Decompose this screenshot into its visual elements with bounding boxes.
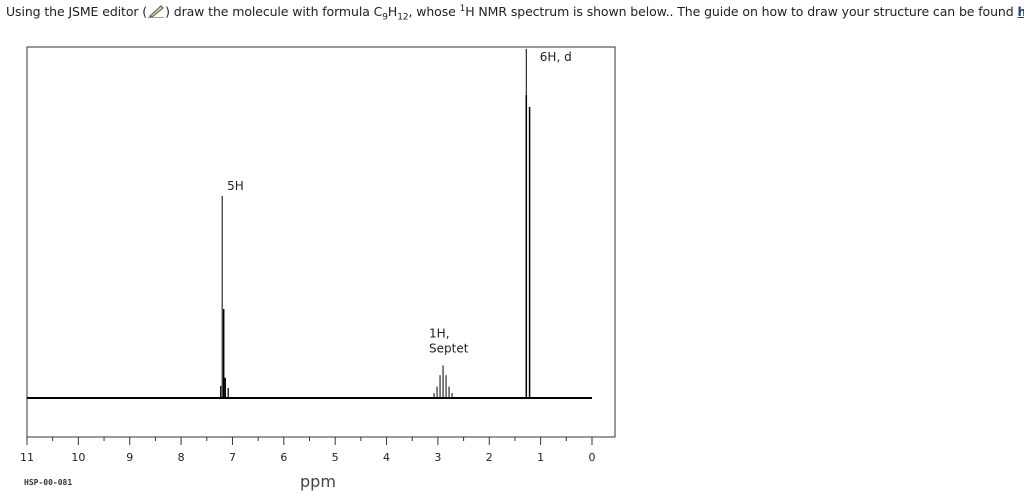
x-tick-label: 8 — [178, 451, 185, 464]
x-tick-label: 10 — [71, 451, 85, 464]
peak-label: 1H, Septet — [429, 326, 469, 355]
peak-label: 5H — [227, 179, 244, 193]
x-tick-label: 4 — [383, 451, 390, 464]
spectrum-code: HSP-00-081 — [24, 478, 73, 487]
guide-link[interactable]: here — [1017, 4, 1024, 20]
x-tick-label: 11 — [20, 451, 34, 464]
question-text: Using the JSME editor ( ) draw the molec… — [6, 4, 1024, 23]
x-tick-label: 0 — [589, 451, 596, 464]
plot-frame — [26, 46, 616, 438]
peak-label-line: Septet — [429, 341, 469, 355]
x-tick-label: 6 — [280, 451, 287, 464]
x-tick-label: 2 — [486, 451, 493, 464]
x-tick-label: 5 — [332, 451, 339, 464]
x-tick-label: 1 — [537, 451, 544, 464]
x-tick-label: 9 — [126, 451, 133, 464]
x-tick-label: 3 — [434, 451, 441, 464]
x-tick-label: 7 — [229, 451, 236, 464]
peak-label: 6H, d — [540, 50, 572, 64]
peak-label-line: 1H, — [429, 326, 449, 340]
x-axis-label: ppm — [300, 472, 336, 491]
pencil-icon[interactable] — [147, 4, 165, 21]
